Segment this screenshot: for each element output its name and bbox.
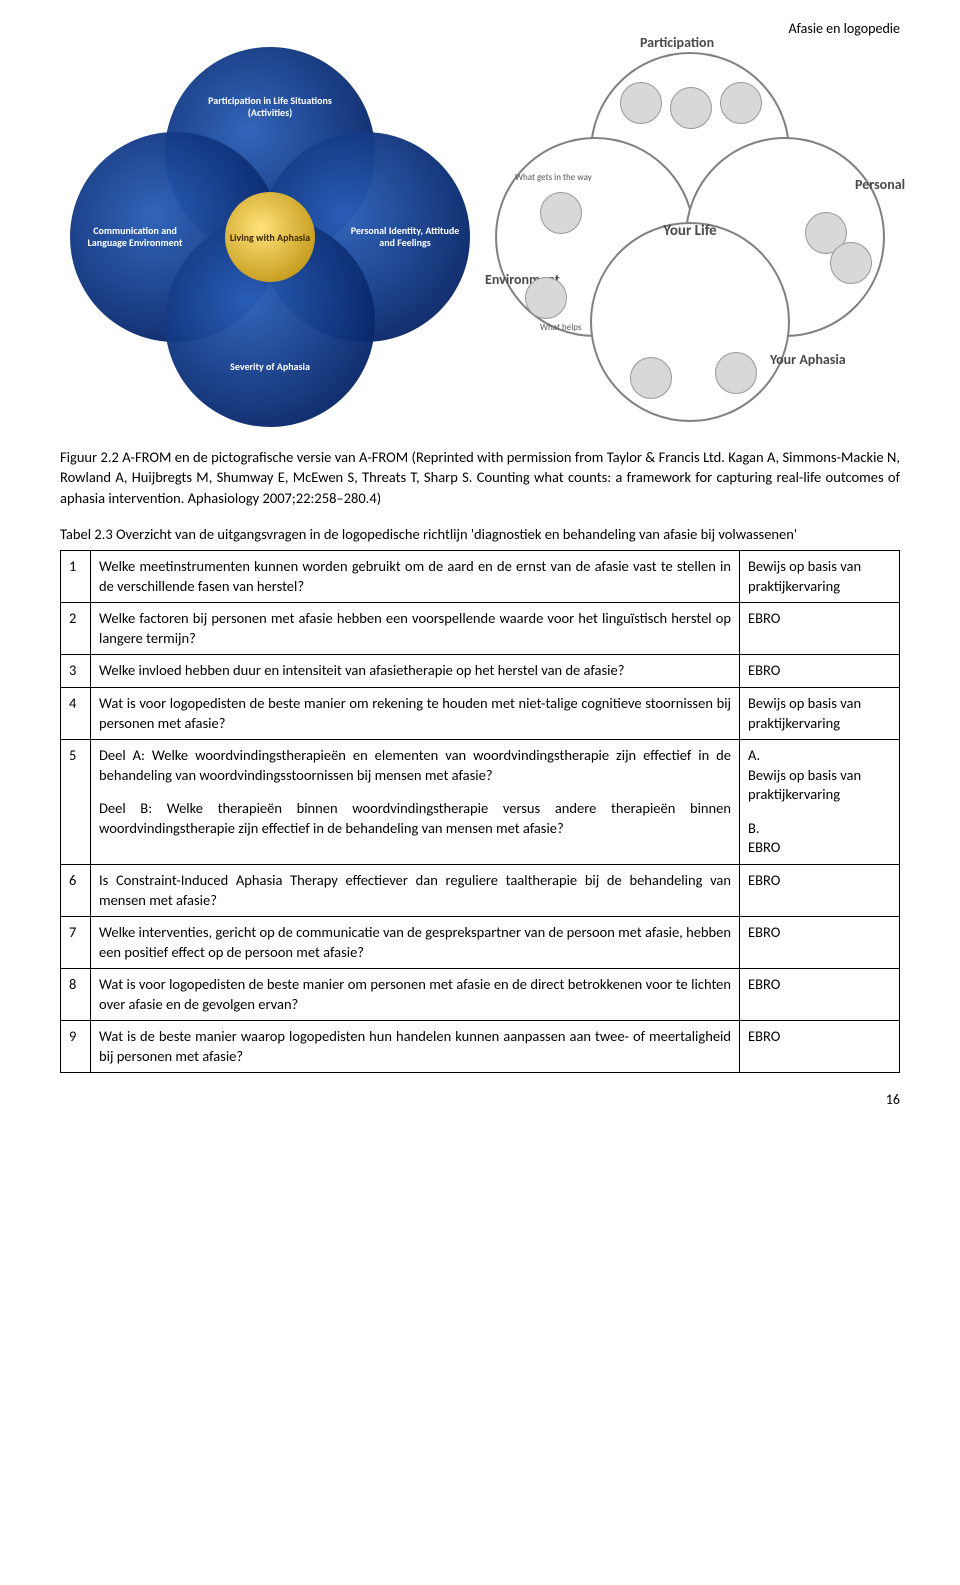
row-evidence: EBRO [740, 917, 900, 969]
row-evidence: EBRO [740, 864, 900, 916]
row-number: 9 [61, 1021, 91, 1073]
table-row: 8 Wat is voor logopedisten de beste mani… [61, 969, 900, 1021]
row-question: Welke interventies, gericht op de commun… [91, 917, 740, 969]
petal-label: Severity of Aphasia [215, 361, 325, 373]
questions-table: 1 Welke meetinstrumenten kunnen worden g… [60, 550, 900, 1073]
table-row: 2 Welke factoren bij personen met afasie… [61, 603, 900, 655]
row-number: 4 [61, 688, 91, 740]
row-question: Deel A: Welke woordvindingstherapieën en… [91, 740, 740, 865]
row-question: Wat is voor logopedisten de beste manier… [91, 969, 740, 1021]
speaking-icon [715, 352, 757, 394]
table-row: 3 Welke invloed hebben duur en intensite… [61, 655, 900, 688]
row-evidence: EBRO [740, 603, 900, 655]
row-question: Wat is de beste manier waarop logopedist… [91, 1021, 740, 1073]
row-question: Wat is voor logopedisten de beste manier… [91, 688, 740, 740]
table-title: Tabel 2.3 Overzicht van de uitgangsvrage… [60, 524, 900, 544]
table-row: 9 Wat is de beste manier waarop logopedi… [61, 1021, 900, 1073]
row-number: 5 [61, 740, 91, 865]
row5-part-a: Deel A: Welke woordvindingstherapieën en… [99, 746, 731, 785]
person-icon [620, 82, 662, 124]
row-evidence: EBRO [740, 969, 900, 1021]
person-icon [720, 82, 762, 124]
afrom-grey-diagram: Participation Environment Personal Your … [490, 47, 890, 427]
table-row: 4 Wat is voor logopedisten de beste mani… [61, 688, 900, 740]
afrom-blue-diagram: Participation in Life Situations (Activi… [70, 47, 470, 427]
brick-wall-icon [540, 192, 582, 234]
label-participation: Participation [640, 35, 714, 50]
figure-row: Participation in Life Situations (Activi… [60, 47, 900, 427]
label-aphasia: Your Aphasia [770, 352, 850, 367]
row-evidence: Bewijs op basis van praktijkervaring [740, 688, 900, 740]
label-personal: Personal [855, 177, 905, 192]
helper-icon [525, 277, 567, 319]
row-number: 1 [61, 551, 91, 603]
row-evidence: EBRO [740, 655, 900, 688]
label-your-life: Your Life [650, 222, 730, 240]
row5-evidence-b: B. EBRO [748, 819, 891, 858]
figure-caption: Figuur 2.2 A-FROM en de pictografische v… [60, 447, 900, 508]
petal-label: Participation in Life Situations (Activi… [205, 95, 335, 119]
petal-label: Communication and Language Environment [80, 225, 190, 249]
petal-aphasia [590, 222, 790, 422]
row5-part-b: Deel B: Welke therapieën binnen woordvin… [99, 799, 731, 838]
table-row: 1 Welke meetinstrumenten kunnen worden g… [61, 551, 900, 603]
row-evidence: Bewijs op basis van praktijkervaring [740, 551, 900, 603]
person-icon [670, 87, 712, 129]
page-header: Afasie en logopedie [60, 20, 900, 37]
row-question: Welke factoren bij personen met afasie h… [91, 603, 740, 655]
note-what-helps: What helps [540, 322, 582, 333]
row-question: Is Constraint-Induced Aphasia Therapy ef… [91, 864, 740, 916]
petal-label: Personal Identity, Attitude and Feelings [350, 225, 460, 249]
table-row: 5 Deel A: Welke woordvindingstherapieën … [61, 740, 900, 865]
note-gets-in-way: What gets in the way [515, 172, 592, 183]
row5-evidence-a: A. Bewijs op basis van praktijkervaring [748, 746, 891, 805]
row-question: Welke meetinstrumenten kunnen worden geb… [91, 551, 740, 603]
table-row: 7 Welke interventies, gericht op de comm… [61, 917, 900, 969]
speaking-icon [630, 357, 672, 399]
row-number: 3 [61, 655, 91, 688]
page-number: 16 [60, 1091, 900, 1108]
center-living-with-aphasia: Living with Aphasia [225, 192, 315, 282]
row-number: 2 [61, 603, 91, 655]
row-number: 6 [61, 864, 91, 916]
face-icon [830, 242, 872, 284]
table-row: 6 Is Constraint-Induced Aphasia Therapy … [61, 864, 900, 916]
row-evidence: EBRO [740, 1021, 900, 1073]
row-number: 7 [61, 917, 91, 969]
row-evidence: A. Bewijs op basis van praktijkervaring … [740, 740, 900, 865]
row-number: 8 [61, 969, 91, 1021]
row-question: Welke invloed hebben duur en intensiteit… [91, 655, 740, 688]
